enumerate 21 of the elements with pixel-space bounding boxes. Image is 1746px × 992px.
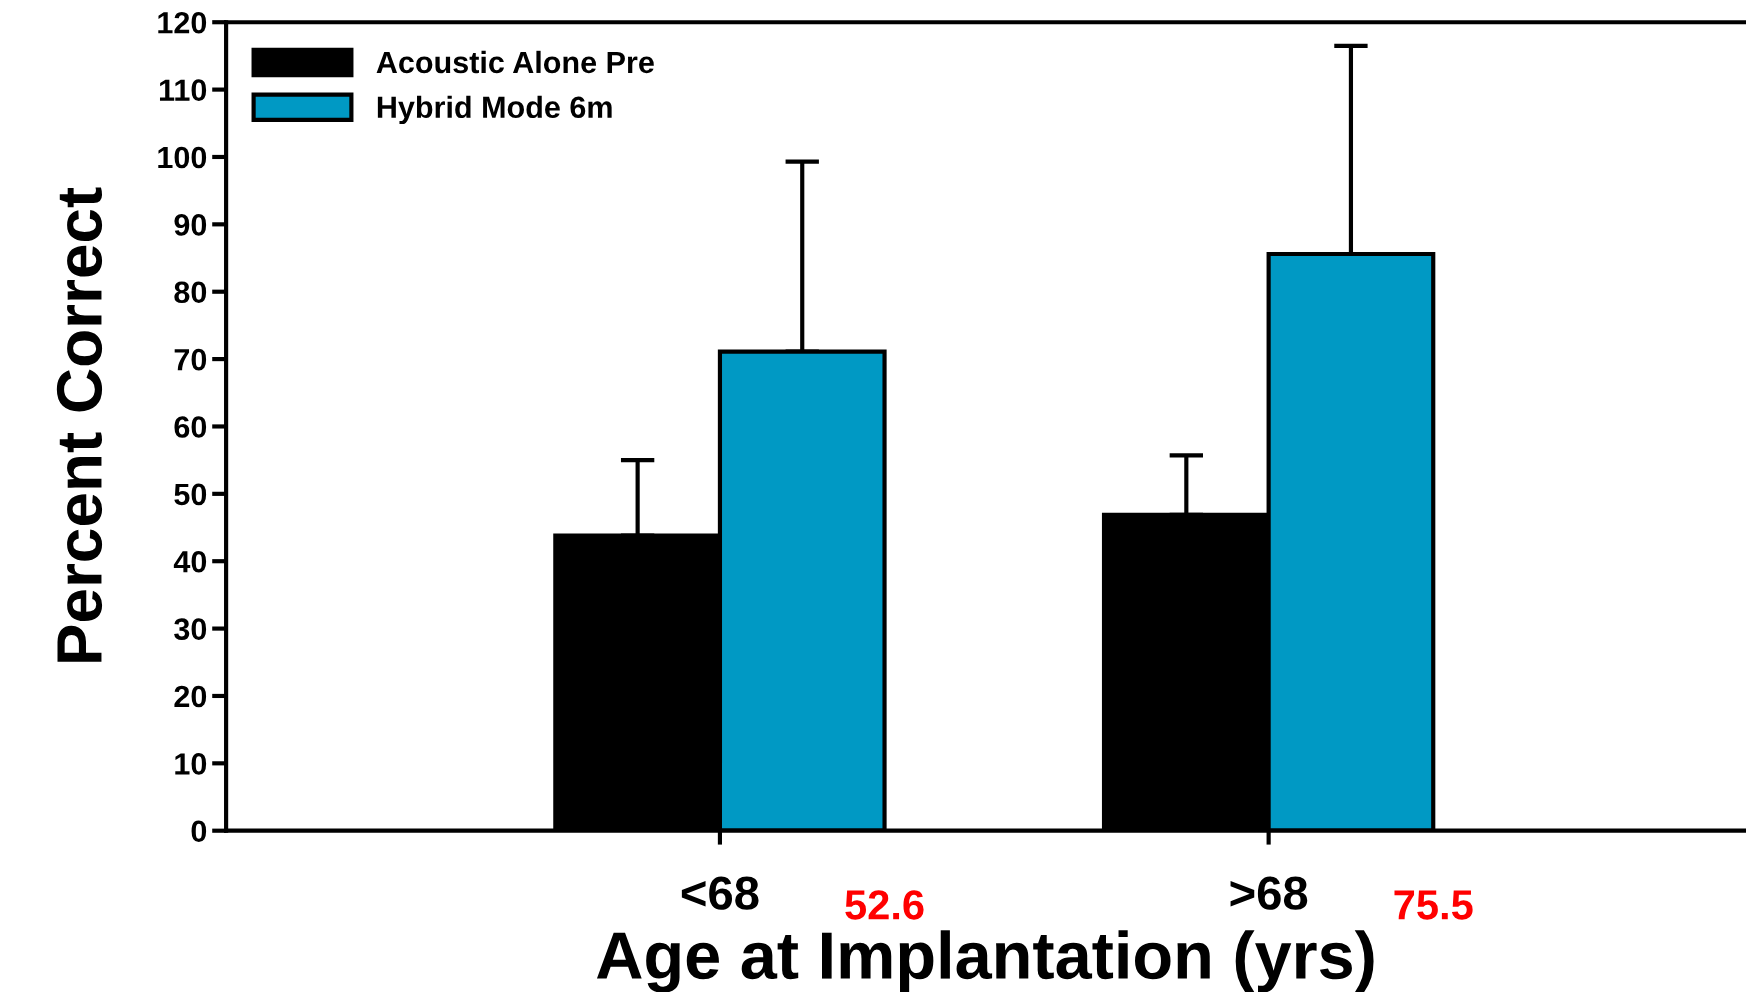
legend-label: Hybrid Mode 6m (377, 95, 612, 125)
y-tick-label: 120 (158, 11, 207, 34)
y-axis-title: Percent Correct (56, 187, 103, 662)
legend-label: Acoustic Alone Pre (376, 50, 654, 74)
x-axis-title: Age at Implantation (yrs) (596, 930, 1374, 992)
y-tick-label: 10 (175, 753, 207, 775)
text: 52.6 (845, 890, 924, 920)
y-tick-label: 30 (174, 618, 207, 640)
y-tick-label: 80 (174, 281, 207, 304)
x-tick-label: >68 (1230, 876, 1308, 910)
y-tick-label: 40 (173, 550, 207, 573)
y-tick-label: 60 (174, 416, 207, 438)
text: 75.5 (1394, 890, 1473, 920)
y-tick-label: 90 (174, 214, 207, 236)
y-tick-label: 110 (159, 79, 207, 101)
y-tick-label: 20 (174, 685, 207, 708)
y-tick-label: 50 (174, 483, 207, 506)
x-tick-label: <68 (681, 876, 759, 910)
y-tick-label: 100 (158, 146, 207, 169)
y-tick-label: 0 (191, 820, 207, 843)
y-tick-label: 70 (174, 348, 207, 371)
